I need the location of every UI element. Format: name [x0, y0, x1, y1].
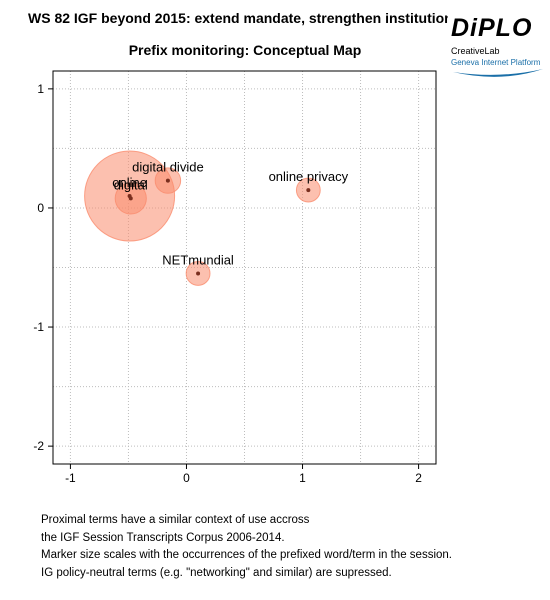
caption-line: IG policy-neutral terms (e.g. "networkin…	[41, 566, 392, 579]
x-tick-label: 1	[299, 471, 306, 485]
point-label: NETmundial	[162, 252, 234, 267]
chart-caption: Proximal terms have a similar context of…	[41, 512, 452, 582]
diplo-logo: DiPLO CreativeLab Geneva Internet Platfo…	[451, 14, 546, 84]
logo-word: DiPLO	[451, 14, 533, 42]
caption-line: Marker size scales with the occurrences …	[41, 549, 452, 561]
caption-line: Proximal terms have a similar context of…	[41, 514, 310, 526]
logo-creativelab: CreativeLab	[451, 46, 500, 56]
x-tick-label: 0	[183, 471, 190, 485]
bubble-center-dot	[306, 188, 311, 193]
point-label: online privacy	[269, 169, 349, 184]
x-tick-label: -1	[65, 471, 76, 485]
point-label: digital divide	[132, 160, 204, 175]
y-tick-label: -1	[33, 320, 44, 334]
bubble-center-dot	[196, 271, 201, 276]
point-label: digital	[114, 177, 148, 192]
y-tick-label: 1	[37, 82, 44, 96]
caption-line: the IGF Session Transcripts Corpus 2006-…	[41, 531, 285, 544]
bubble-center-dot	[165, 178, 170, 183]
bubble-center-dot	[128, 196, 133, 201]
logo-swoosh-icon	[453, 69, 543, 77]
x-tick-label: 2	[415, 471, 422, 485]
chart-title: WS 82 IGF beyond 2015: extend mandate, s…	[28, 10, 448, 26]
y-tick-label: -2	[33, 439, 44, 453]
plot-frame	[52, 70, 437, 465]
chart-subtitle: Prefix monitoring: Conceptual Map	[128, 42, 362, 58]
point-label: online	[112, 175, 147, 190]
y-tick-label: 0	[37, 201, 44, 215]
logo-geneva-platform: Geneva Internet Platform	[451, 58, 541, 67]
